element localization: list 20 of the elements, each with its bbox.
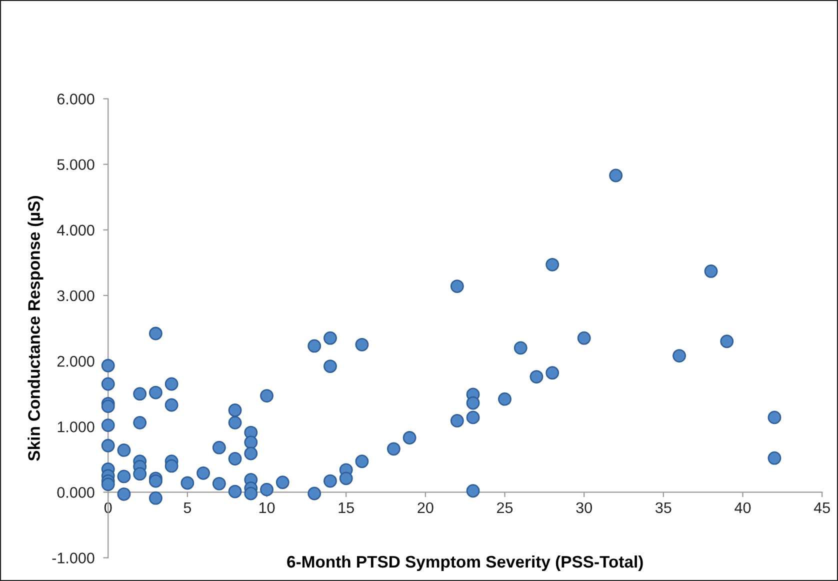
x-tick-label: 25: [497, 502, 513, 514]
x-tick-label: 15: [338, 502, 354, 514]
x-tick-label: 40: [734, 502, 751, 514]
y-tick-label: 6.000: [57, 94, 94, 104]
y-tick-label: 5.000: [57, 159, 94, 170]
x-tick-label: 30: [576, 502, 592, 514]
y-tick-label: 4.000: [57, 224, 94, 236]
y-tick-label: 3.000: [57, 290, 94, 302]
y-tick-label: 1.000: [58, 421, 94, 432]
x-tick-label: 20: [418, 502, 434, 514]
x-tick-label: 5: [184, 502, 192, 514]
y-tick-label: 2.000: [57, 356, 94, 367]
x-tick-label: 35: [656, 502, 672, 514]
y-axis-title: Skin Conductance Response (µS): [28, 196, 44, 461]
y-tick-label: -1.000: [52, 552, 94, 564]
x-tick-label: 10: [259, 502, 275, 514]
y-tick-label: 0.000: [57, 487, 94, 498]
x-axis-title: 6-Month PTSD Symptom Severity (PSS-Total): [287, 555, 643, 571]
x-tick-label: 45: [814, 502, 830, 514]
x-tick-label: 0: [104, 502, 112, 514]
